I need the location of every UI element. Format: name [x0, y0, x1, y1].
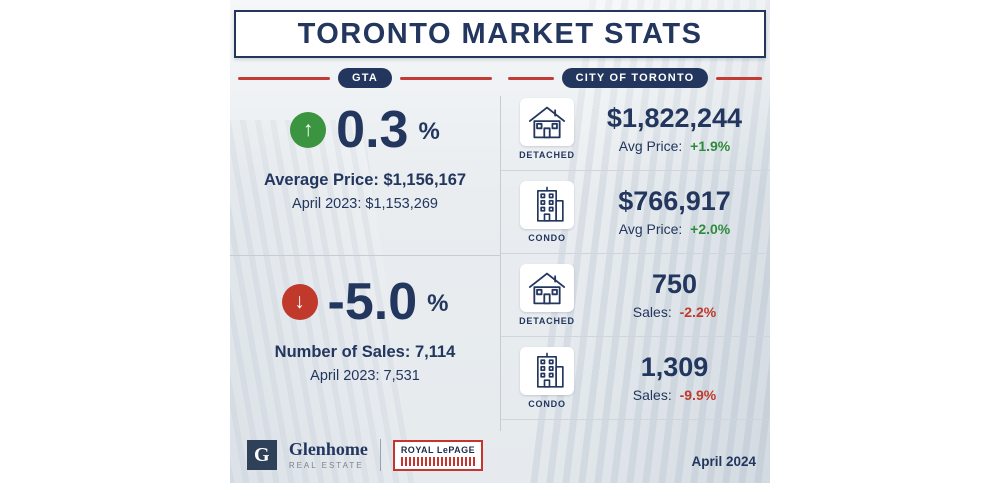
- change-value: +1.9%: [690, 137, 731, 154]
- gta-sales-change-unit: %: [427, 290, 449, 317]
- toronto-condo-price-row: CONDO $766,917 Avg Price: +2.0%: [501, 171, 770, 254]
- toronto-column: DETACHED $1,822,244 Avg Price: +1.9%: [501, 88, 770, 483]
- gta-header: GTA: [230, 66, 500, 90]
- up-arrow-icon: ↑: [290, 112, 327, 148]
- metric-label: Avg Price:: [618, 220, 683, 237]
- brand-separator: [379, 439, 381, 471]
- glenhome-wordmark: Glenhome Real Estate: [289, 440, 368, 470]
- gta-sales-stat: ↓ -5.0 % Number of Sales: 7,114 April 20…: [230, 276, 500, 384]
- toronto-condo-sales-row: CONDO 1,309 Sales: -9.9%: [501, 337, 770, 420]
- glenhome-subtitle: Real Estate: [288, 461, 364, 470]
- brand-logos: G Glenhome Real Estate ROYAL LePAGE: [230, 439, 500, 471]
- change-value: -9.9%: [679, 386, 717, 403]
- gta-average-price-stat: ↑ 0.3 % Average Price: $1,156,167 April …: [230, 104, 500, 212]
- royal-lepage-logo: ROYAL LePAGE: [392, 439, 484, 471]
- column-divider: [500, 96, 501, 431]
- glenhome-name: Glenhome: [288, 439, 368, 459]
- condo-building-icon: [520, 347, 574, 395]
- detached-house-icon: [520, 98, 574, 146]
- infographic-panel: TORONTO MARKET STATS GTA CITY OF TORONTO: [230, 0, 770, 483]
- condo-building-icon: [520, 181, 574, 229]
- property-type-label: DETACHED: [519, 150, 575, 160]
- detached-sales-value: 750: [651, 269, 698, 300]
- gta-sales-change-value: -5.0: [327, 273, 418, 331]
- gta-price-change-value: 0.3: [336, 101, 409, 159]
- divider-line-red: [400, 76, 493, 80]
- gta-sales-previous: April 2023: 7,531: [310, 368, 420, 384]
- royal-lepage-wordmark: ROYAL LePAGE: [400, 444, 476, 455]
- report-date: April 2024: [691, 454, 756, 469]
- metric-label: Sales:: [632, 303, 672, 320]
- city-of-toronto-badge: CITY OF TORONTO: [561, 68, 709, 88]
- section-headers: GTA CITY OF TORONTO: [230, 66, 770, 90]
- metric-label: Avg Price:: [618, 137, 683, 154]
- change-value: +2.0%: [690, 220, 731, 237]
- royal-lepage-stripes-icon: [400, 456, 476, 466]
- gta-column: ↑ 0.3 % Average Price: $1,156,167 April …: [230, 88, 500, 483]
- toronto-header: CITY OF TORONTO: [500, 66, 770, 90]
- divider-line-red: [238, 76, 330, 80]
- property-type-label: CONDO: [528, 233, 566, 243]
- divider-line-red: [716, 76, 762, 80]
- page-title: TORONTO MARKET STATS: [234, 10, 766, 58]
- detached-house-icon: [520, 264, 574, 312]
- divider-line-red: [508, 76, 554, 80]
- gta-average-price-previous: April 2023: $1,153,269: [292, 196, 438, 212]
- detached-avg-price-value: $1,822,244: [606, 103, 743, 134]
- condo-avg-price-value: $766,917: [618, 186, 731, 217]
- toronto-detached-sales-row: DETACHED 750 Sales: -2.2%: [501, 254, 770, 337]
- page-title-text: TORONTO MARKET STATS: [297, 17, 703, 50]
- toronto-detached-price-row: DETACHED $1,822,244 Avg Price: +1.9%: [501, 88, 770, 171]
- property-type-label: DETACHED: [519, 316, 575, 326]
- gta-row-divider: [230, 255, 500, 256]
- gta-price-change-unit: %: [418, 118, 440, 145]
- gta-average-price-label: Average Price: $1,156,167: [263, 171, 467, 189]
- condo-sales-value: 1,309: [640, 352, 709, 383]
- down-arrow-icon: ↓: [281, 284, 318, 320]
- gta-badge: GTA: [338, 68, 393, 88]
- gta-sales-label: Number of Sales: 7,114: [274, 343, 456, 361]
- metric-label: Sales:: [632, 386, 672, 403]
- glenhome-logo-icon: G: [246, 440, 277, 470]
- property-type-label: CONDO: [528, 399, 566, 409]
- change-value: -2.2%: [679, 303, 717, 320]
